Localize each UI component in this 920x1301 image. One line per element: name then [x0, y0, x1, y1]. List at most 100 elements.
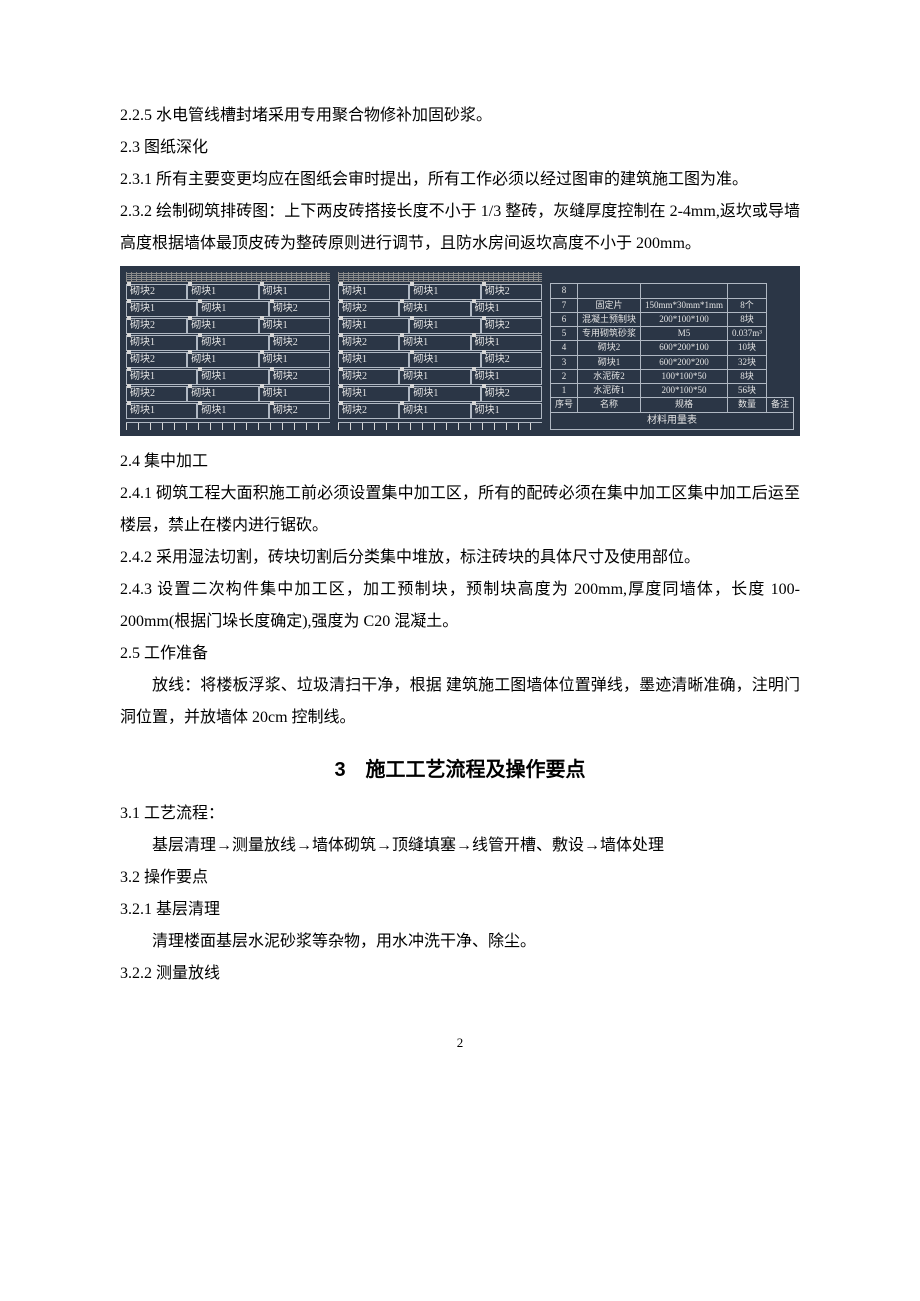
para-3-1-body: 基层清理→测量放线→墙体砌筑→顶缝填塞→线管开槽、敷设→墙体处理: [120, 830, 800, 862]
brick-label: 砌块2: [485, 286, 510, 299]
brick-label: 砌块1: [263, 320, 288, 333]
brick-label: 砌块1: [191, 320, 216, 333]
para-2-4-2: 2.4.2 采用湿法切割，砖块切割后分类集中堆放，标注砖块的具体尺寸及使用部位。: [120, 542, 800, 574]
table-header-cell: 数量: [728, 398, 767, 412]
brick-label: 砌块1: [191, 286, 216, 299]
brick-block: 砌块1: [471, 403, 542, 419]
brick-block: 砌块1: [187, 352, 258, 368]
brick-row: 砌块1砌块1砌块2: [126, 301, 330, 317]
table-cell: 水泥砖1: [578, 384, 641, 398]
brick-label: 砌块1: [403, 371, 428, 384]
brick-label: 砌块1: [413, 354, 438, 367]
brick-label: 砌块1: [130, 371, 155, 384]
brick-row: 砌块1砌块1砌块2: [338, 318, 542, 334]
cad-brick-layout-diagram: 砌块2砌块1砌块1砌块1砌块1砌块2砌块2砌块1砌块1砌块1砌块1砌块2砌块2砌…: [120, 266, 800, 436]
brick-row: 砌块2 砌块1 砌块1: [338, 403, 542, 419]
para-2-3-1: 2.3.1 所有主要变更均应在图纸会审时提出，所有工作必须以经过图审的建筑施工图…: [120, 164, 800, 196]
table-cell: [641, 284, 728, 298]
table-cell: 10块: [728, 341, 767, 355]
table-cell: 固定片: [578, 298, 641, 312]
table-cell: 32块: [728, 355, 767, 369]
brick-block: 砌块2: [126, 386, 187, 402]
brick-block: 砌块2: [481, 352, 542, 368]
material-table-caption: 材料用量表: [550, 413, 794, 431]
table-header-cell: 备注: [766, 398, 793, 412]
table-cell: 600*200*200: [641, 355, 728, 369]
table-row: 3砌块1600*200*20032块: [550, 355, 793, 369]
para-3-2-2: 3.2.2 测量放线: [120, 958, 800, 990]
table-cell: 600*200*100: [641, 341, 728, 355]
brick-label: 砌块1: [403, 337, 428, 350]
brick-label: 砌块1: [130, 303, 155, 316]
brick-block: 砌块1: [197, 335, 268, 351]
brick-label: 砌块2: [485, 354, 510, 367]
table-cell: 3: [550, 355, 577, 369]
para-3-2-1-body: 清理楼面基层水泥砂浆等杂物，用水冲洗干净、除尘。: [120, 926, 800, 958]
brick-block: 砌块2: [126, 352, 187, 368]
brick-block: 砌块1: [399, 301, 470, 317]
brick-label: 砌块1: [475, 405, 500, 418]
brick-block: 砌块1: [399, 403, 470, 419]
brick-row: 砌块2砌块1砌块1: [126, 318, 330, 334]
brick-block: 砌块1: [399, 335, 470, 351]
brick-block: 砌块1: [259, 386, 330, 402]
brick-label: 砌块1: [191, 354, 216, 367]
brick-label: 砌块1: [263, 388, 288, 401]
brick-label: 砌块1: [201, 371, 226, 384]
table-header-cell: 规格: [641, 398, 728, 412]
hatch-icon: [126, 272, 330, 282]
brick-block: 砌块1: [126, 369, 197, 385]
table-cell: 8块: [728, 312, 767, 326]
para-2-3: 2.3 图纸深化: [120, 132, 800, 164]
brick-label: 砌块1: [191, 388, 216, 401]
brick-block: 砌块1: [338, 318, 409, 334]
brick-label: 砌块2: [130, 388, 155, 401]
brick-block: 砌块1: [338, 352, 409, 368]
brick-row: 砌块2 砌块1 砌块1: [126, 284, 330, 300]
para-2-4-1: 2.4.1 砌筑工程大面积施工前必须设置集中加工区，所有的配砖必须在集中加工区集…: [120, 478, 800, 542]
brick-label: 砌块1: [342, 354, 367, 367]
table-row: 6混凝土预制块200*100*1008块: [550, 312, 793, 326]
brick-block: 砌块1: [409, 284, 480, 300]
brick-block: 砌块2: [126, 284, 187, 300]
brick-row: 砌块1砌块1砌块2: [338, 386, 542, 402]
brick-block: 砌块1: [187, 318, 258, 334]
cad-wall-mid: 砌块1砌块1砌块2砌块2砌块1砌块1砌块1砌块1砌块2砌块2砌块1砌块1砌块1砌…: [338, 272, 542, 430]
brick-label: 砌块2: [273, 371, 298, 384]
brick-block: 砌块2: [481, 386, 542, 402]
table-cell: 混凝土预制块: [578, 312, 641, 326]
para-2-4: 2.4 集中加工: [120, 446, 800, 478]
brick-block: 砌块1: [471, 335, 542, 351]
brick-block: 砌块1: [197, 301, 268, 317]
brick-label: 砌块1: [475, 337, 500, 350]
brick-label: 砌块1: [403, 303, 428, 316]
brick-block: 砌块1: [409, 352, 480, 368]
brick-label: 砌块2: [273, 405, 298, 418]
cad-wall-left: 砌块2砌块1砌块1砌块1砌块1砌块2砌块2砌块1砌块1砌块1砌块1砌块2砌块2砌…: [126, 272, 330, 430]
brick-label: 砌块1: [475, 303, 500, 316]
table-row: 5专用砌筑砂浆M50.037m³: [550, 327, 793, 341]
brick-label: 砌块2: [273, 337, 298, 350]
brick-block: 砌块1: [197, 369, 268, 385]
table-row: 1水泥砖1200*100*5056块: [550, 384, 793, 398]
brick-label: 砌块1: [475, 371, 500, 384]
heading-section-3: 3 施工工艺流程及操作要点: [120, 750, 800, 790]
para-2-4-3: 2.4.3 设置二次构件集中加工区，加工预制块，预制块高度为 200mm,厚度同…: [120, 574, 800, 638]
brick-label: 砌块2: [342, 371, 367, 384]
brick-label: 砌块1: [263, 286, 288, 299]
para-3-2: 3.2 操作要点: [120, 862, 800, 894]
table-cell: 100*100*50: [641, 369, 728, 383]
brick-block: 砌块1: [399, 369, 470, 385]
brick-label: 砌块2: [342, 337, 367, 350]
table-cell: 6: [550, 312, 577, 326]
brick-row: 砌块1砌块1砌块2: [338, 284, 542, 300]
para-3-2-1: 3.2.1 基层清理: [120, 894, 800, 926]
table-header-cell: 序号: [550, 398, 577, 412]
ruler-icon: [126, 422, 330, 430]
brick-label: 砌块2: [342, 405, 367, 418]
cad-material-bom: 87固定片150mm*30mm*1mm8个6混凝土预制块200*100*1008…: [550, 272, 794, 430]
brick-block: 砌块2: [269, 335, 330, 351]
brick-block: 砌块2: [338, 301, 399, 317]
table-header-row: 序号名称规格数量备注: [550, 398, 793, 412]
brick-block: 砌块1: [471, 369, 542, 385]
